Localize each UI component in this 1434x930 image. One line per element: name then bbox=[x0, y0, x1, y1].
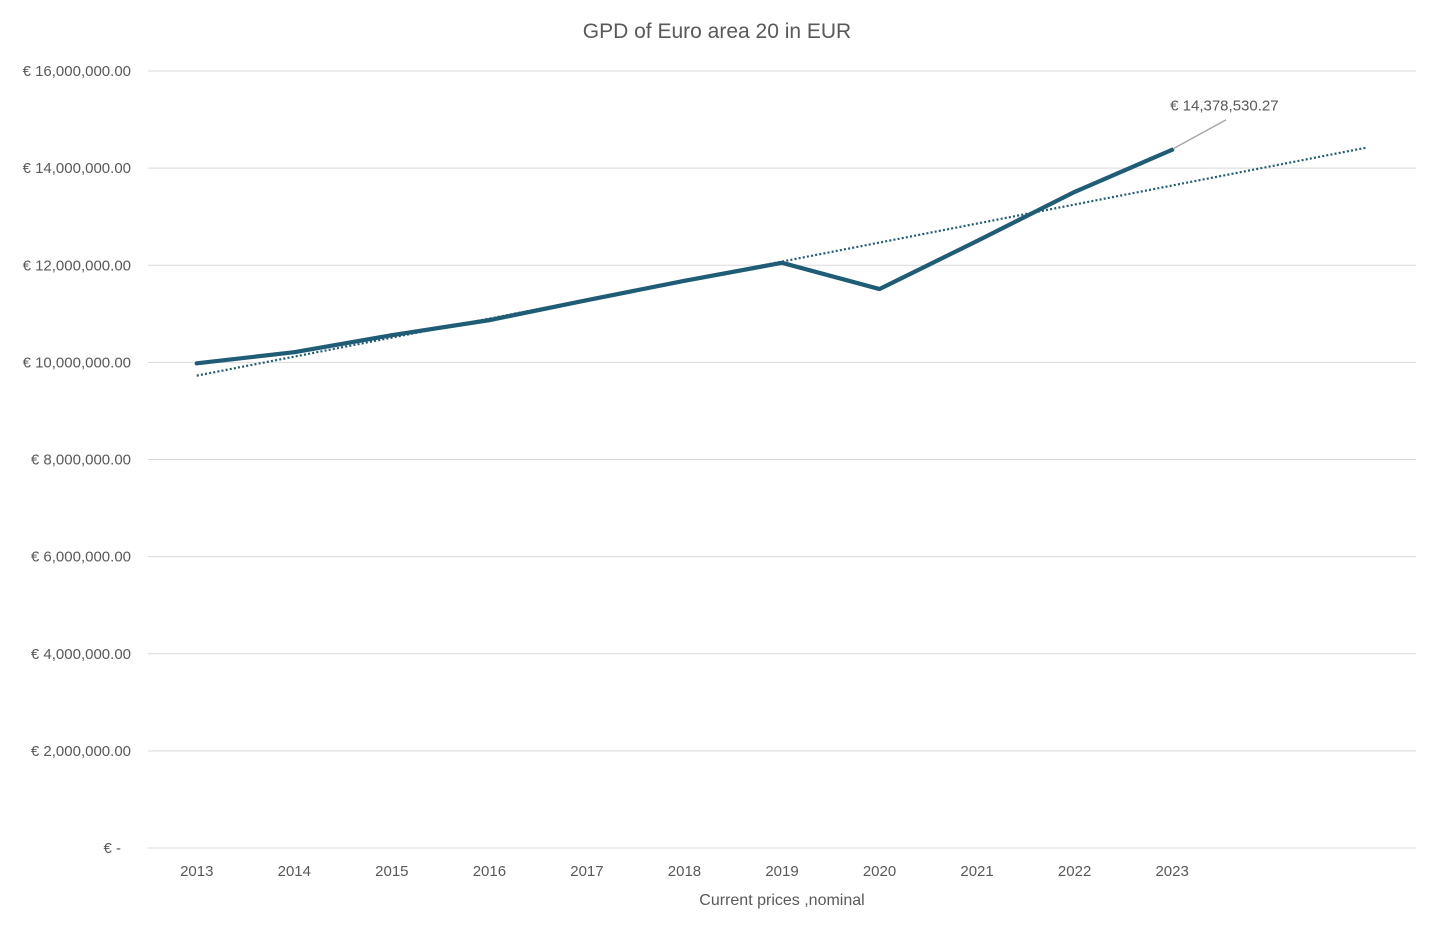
data-point bbox=[1072, 189, 1077, 194]
data-label-leader-line bbox=[1172, 119, 1227, 150]
y-tick-label: € 6,000,000.00 bbox=[31, 549, 131, 566]
linear-trendline bbox=[196, 146, 1368, 377]
y-tick-label: € - bbox=[103, 840, 121, 857]
x-axis-tick-labels: 2013 2014 2015 2016 2017 2018 2019 2020 2021 2022… bbox=[180, 863, 1189, 880]
data-point bbox=[682, 278, 687, 283]
y-axis-tick-labels: € - € 2,000,000.00 € 4,000,000.00 € 6,000,0… bbox=[23, 63, 131, 857]
x-tick-label: 2018 bbox=[668, 863, 701, 880]
x-tick-label: 2019 bbox=[765, 863, 798, 880]
y-tick-label: € 4,000,000.00 bbox=[31, 646, 131, 663]
data-label-group: € 14,378,530.27 bbox=[1170, 98, 1279, 150]
data-point bbox=[780, 260, 784, 265]
y-tick-label: € 12,000,000.00 bbox=[23, 257, 131, 274]
x-tick-label: 2015 bbox=[375, 863, 408, 880]
x-tick-label: 2020 bbox=[863, 863, 896, 880]
y-tick-label: € 2,000,000.00 bbox=[31, 743, 131, 760]
x-tick-label: 2021 bbox=[960, 863, 993, 880]
x-tick-label: 2016 bbox=[473, 863, 506, 880]
y-tick-label: € 8,000,000.00 bbox=[31, 452, 131, 469]
trendline-group bbox=[196, 146, 1368, 377]
data-point bbox=[584, 298, 589, 303]
data-point bbox=[292, 350, 297, 355]
data-point bbox=[487, 318, 492, 323]
x-axis-title: Current prices ,nominal bbox=[699, 892, 864, 909]
data-label: € 14,378,530.27 bbox=[1170, 98, 1278, 115]
gridlines bbox=[148, 70, 1416, 849]
y-tick-label: € 10,000,000.00 bbox=[23, 354, 131, 371]
y-tick-label: € 16,000,000.00 bbox=[23, 63, 131, 80]
x-tick-label: 2023 bbox=[1155, 863, 1188, 880]
data-point bbox=[389, 333, 394, 338]
x-tick-label: 2013 bbox=[180, 863, 213, 880]
y-tick-label: € 14,000,000.00 bbox=[23, 160, 131, 177]
x-tick-label: 2017 bbox=[570, 863, 603, 880]
chart-title: GPD of Euro area 20 in EUR bbox=[583, 20, 851, 43]
data-point bbox=[975, 238, 980, 243]
data-point bbox=[194, 361, 199, 366]
x-tick-label: 2022 bbox=[1058, 863, 1091, 880]
data-point bbox=[877, 287, 882, 292]
x-tick-label: 2014 bbox=[278, 863, 311, 880]
